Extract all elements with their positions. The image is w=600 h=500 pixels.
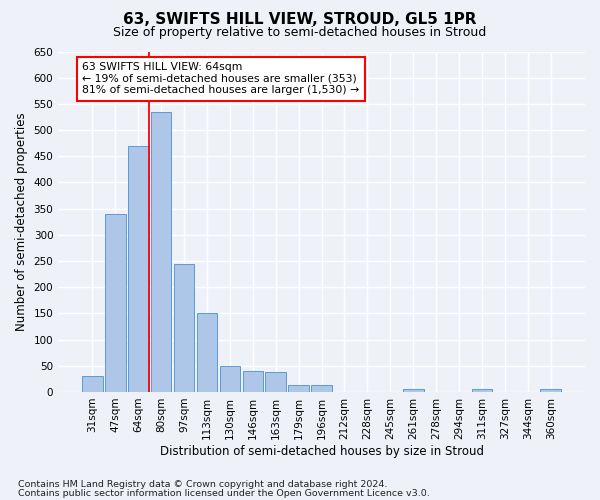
Bar: [311, 385, 332, 392]
Bar: [220, 366, 240, 392]
Text: 63, SWIFTS HILL VIEW, STROUD, GL5 1PR: 63, SWIFTS HILL VIEW, STROUD, GL5 1PR: [123, 12, 477, 28]
Text: Contains public sector information licensed under the Open Government Licence v3: Contains public sector information licen…: [18, 488, 430, 498]
Text: Size of property relative to semi-detached houses in Stroud: Size of property relative to semi-detach…: [113, 26, 487, 39]
Bar: [403, 389, 424, 392]
Bar: [242, 371, 263, 392]
Text: Contains HM Land Registry data © Crown copyright and database right 2024.: Contains HM Land Registry data © Crown c…: [18, 480, 388, 489]
Bar: [472, 389, 493, 392]
Bar: [82, 376, 103, 392]
Y-axis label: Number of semi-detached properties: Number of semi-detached properties: [15, 112, 28, 331]
Bar: [174, 264, 194, 392]
Bar: [289, 385, 309, 392]
Bar: [128, 146, 149, 392]
X-axis label: Distribution of semi-detached houses by size in Stroud: Distribution of semi-detached houses by …: [160, 444, 484, 458]
Bar: [541, 389, 561, 392]
Bar: [197, 314, 217, 392]
Bar: [105, 214, 125, 392]
Text: 63 SWIFTS HILL VIEW: 64sqm
← 19% of semi-detached houses are smaller (353)
81% o: 63 SWIFTS HILL VIEW: 64sqm ← 19% of semi…: [82, 62, 359, 95]
Bar: [265, 372, 286, 392]
Bar: [151, 112, 172, 392]
